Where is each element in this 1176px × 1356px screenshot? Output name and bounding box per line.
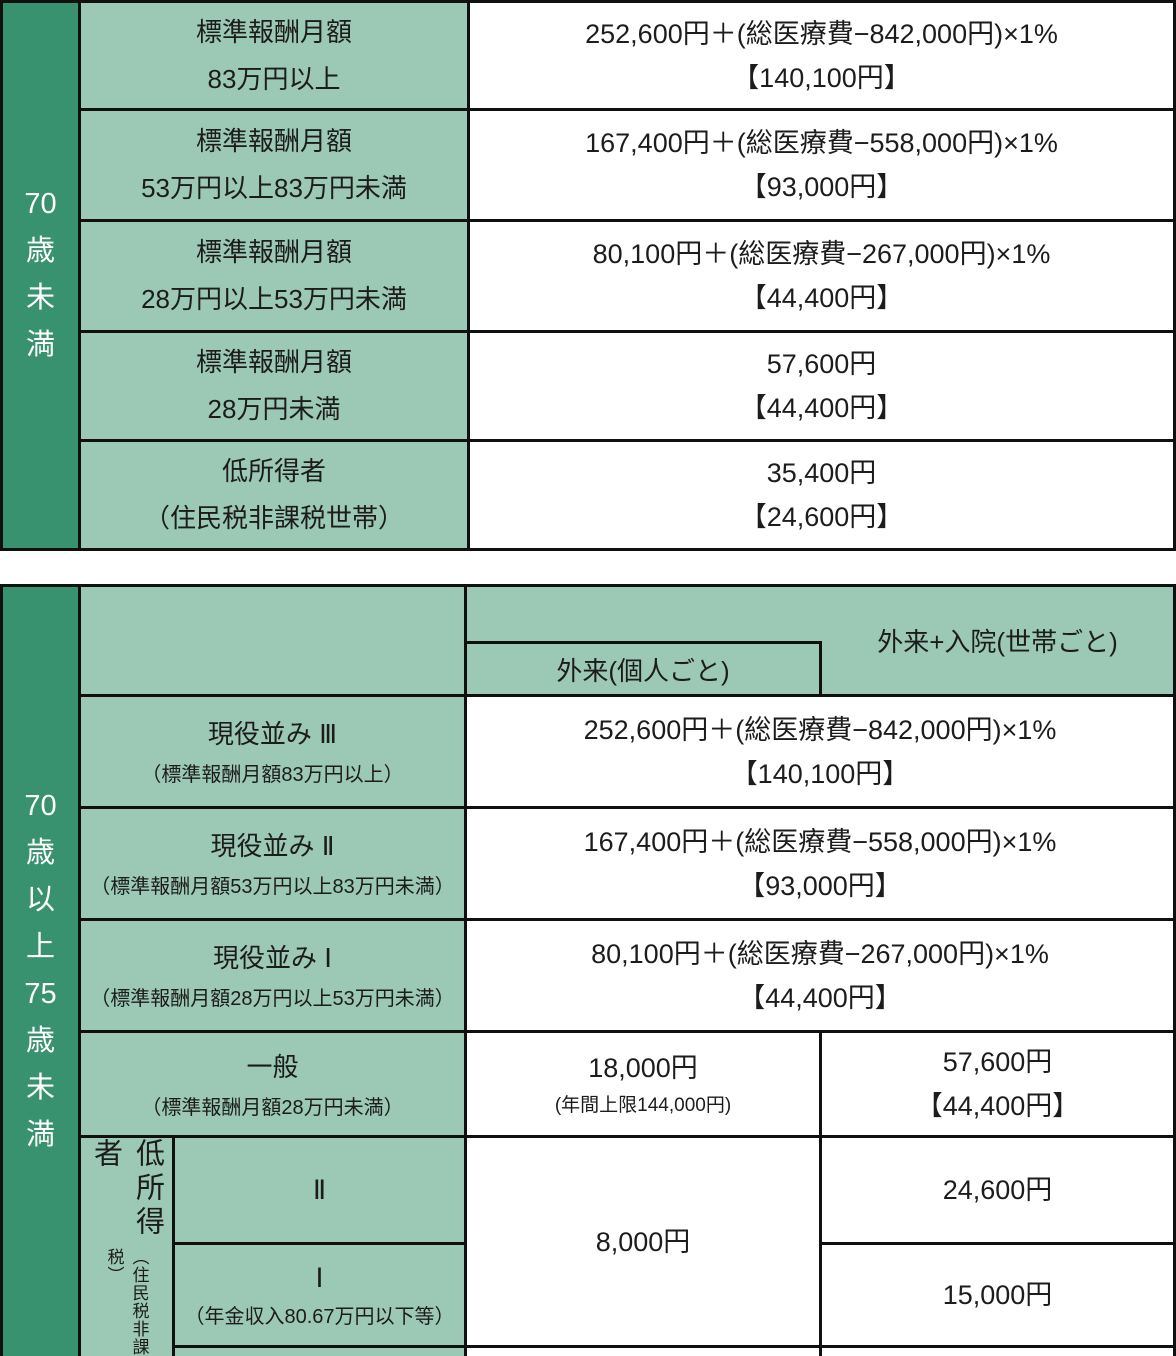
t1-category-cell: 標準報酬月額 83万円以上 (81, 3, 467, 108)
t2-category-cell-general: 一般 （標準報酬月額28万円未満） (81, 1033, 464, 1135)
age-char: 未 (25, 282, 55, 314)
age-char: 以 (25, 884, 55, 917)
t1-category-cell: 低所得者 （住民税非課税世帯） (81, 442, 467, 548)
value-formula: 252,600円＋(総医療費−842,000円)×1% (585, 18, 1058, 49)
age-char: 未 (25, 1071, 55, 1104)
value-cap: 【44,400円】 (739, 283, 904, 313)
t1-category-cell: 標準報酬月額 28万円未満 (81, 333, 467, 439)
category-line2: 28万円未満 (207, 394, 341, 424)
t1-value-cell: 252,600円＋(総医療費−842,000円)×1% 【140,100円】 (470, 3, 1173, 108)
category-line2: （標準報酬月額83万円以上） (141, 764, 404, 786)
t1-category-cell: 標準報酬月額 53万円以上83万円未満 (81, 111, 467, 219)
t2-low-income-ii-cell: Ⅱ (175, 1138, 464, 1242)
t2-header-category-spacer (81, 587, 464, 694)
t2-value-cell: 252,600円＋(総医療費−842,000円)×1% 【140,100円】 (467, 697, 1173, 806)
table2-age-label: 70 歳 以 上 75 歳 未 満 (3, 587, 78, 1356)
t1-category-cell: 標準報酬月額 28万円以上53万円未満 (81, 222, 467, 330)
category-line1: 標準報酬月額 (195, 16, 352, 47)
value-cap: 【44,400円】 (915, 1091, 1080, 1121)
value-amount: 57,600円 (942, 1047, 1053, 1077)
category-line1: 現役並み Ⅱ (210, 831, 335, 861)
value-formula: 80,100円＋(総医療費−267,000円)×1% (592, 239, 1051, 269)
table-70-to-74: 70 歳 以 上 75 歳 未 満 外来+入院(世帯ごと) 外来(個人ごと) 現… (0, 584, 1176, 1356)
low-income-ii-label: Ⅱ (312, 1175, 327, 1205)
table1-age-label: 70 歳 未 満 (3, 3, 78, 548)
t2-cropped-row-household (822, 1348, 1173, 1356)
t1-value-cell: 167,400円＋(総医療費−558,000円)×1% 【93,000円】 (470, 111, 1173, 219)
value-formula: 252,600円＋(総医療費−842,000円)×1% (583, 714, 1057, 745)
value-cap: 【140,100円】 (730, 758, 910, 789)
age-char: 歳 (25, 1024, 55, 1057)
category-line2: 83万円以上 (207, 63, 341, 94)
t1-value-cell: 80,100円＋(総医療費−267,000円)×1% 【44,400円】 (470, 222, 1173, 330)
value-cap: 【140,100円】 (732, 62, 911, 93)
t2-low-income-ii-household-cell: 24,600円 (822, 1138, 1173, 1242)
category-line2: （住民税非課税世帯） (143, 503, 404, 533)
category-line2: （標準報酬月額53万円以上83万円未満） (90, 876, 455, 898)
low-income-i-label: Ⅰ (315, 1263, 324, 1293)
household-column-header: 外来+入院(世帯ごと) (877, 627, 1118, 657)
age-char: 70 (24, 790, 57, 823)
t2-category-cell: 現役並み Ⅲ （標準報酬月額83万円以上） (81, 697, 464, 806)
value-formula: 167,400円＋(総医療費−558,000円)×1% (585, 128, 1058, 158)
value-annual-cap: (年間上限144,000円) (554, 1095, 732, 1116)
t2-header-values: 外来+入院(世帯ごと) 外来(個人ごと) (467, 587, 1173, 694)
value-cap: 【93,000円】 (738, 870, 902, 901)
low-income-i-sub: （年金収入80.67万円以下等） (184, 1306, 455, 1328)
value-amount: 18,000円 (588, 1053, 698, 1083)
value-formula: 80,100円＋(総医療費−267,000円)×1% (591, 938, 1049, 969)
t2-cropped-row-category (175, 1348, 464, 1356)
category-line1: 標準報酬月額 (195, 126, 352, 156)
category-line1: 低所得者 (221, 456, 326, 486)
value-amount: 24,600円 (942, 1175, 1053, 1205)
value-formula: 167,400円＋(総医療費−558,000円)×1% (583, 826, 1057, 857)
age-char: 歳 (25, 235, 55, 268)
t1-value-cell: 57,600円 【44,400円】 (470, 333, 1173, 439)
category-line1: 標準報酬月額 (195, 237, 352, 267)
t2-category-cell: 現役並み Ⅱ （標準報酬月額53万円以上83万円未満） (81, 809, 464, 918)
category-line2: （標準報酬月額28万円未満） (141, 1096, 404, 1119)
category-line1: 標準報酬月額 (195, 347, 352, 377)
t1-value-cell: 35,400円 【24,600円】 (470, 442, 1173, 548)
value-amount: 8,000円 (595, 1226, 691, 1257)
t2-low-income-i-household-cell: 15,000円 (822, 1245, 1173, 1345)
low-income-note: （住民税非課税） (104, 1248, 149, 1356)
category-line1: 現役並み Ⅰ (213, 943, 332, 973)
category-line1: 現役並み Ⅲ (207, 719, 338, 749)
low-income-label: 低所得者 (89, 1138, 164, 1240)
table-under-70: 70 歳 未 満 標準報酬月額 83万円以上 252,600円＋(総医療費−84… (0, 0, 1176, 551)
t2-value-cell: 167,400円＋(総医療費−558,000円)×1% 【93,000円】 (467, 809, 1173, 918)
age-char: 満 (25, 1118, 55, 1151)
value-cap: 【44,400円】 (738, 982, 902, 1013)
age-char: 歳 (25, 837, 55, 870)
value-cap: 【44,400円】 (739, 393, 904, 423)
t2-low-income-outpatient-cell: 8,000円 (467, 1138, 819, 1345)
age-char: 75 (24, 978, 57, 1010)
value-cap: 【24,600円】 (739, 502, 904, 532)
t2-general-outpatient-cell: 18,000円 (年間上限144,000円) (467, 1033, 819, 1135)
value-cap: 【93,000円】 (739, 172, 904, 202)
value-amount: 35,400円 (766, 458, 877, 488)
t2-cropped-row-outpatient (467, 1348, 819, 1356)
category-line2: 28万円以上53万円未満 (141, 284, 407, 314)
t2-value-cell: 80,100円＋(総医療費−267,000円)×1% 【44,400円】 (467, 921, 1173, 1030)
category-line2: 53万円以上83万円未満 (141, 173, 407, 203)
value-amount: 15,000円 (942, 1280, 1053, 1310)
t2-low-income-i-cell: Ⅰ （年金収入80.67万円以下等） (175, 1245, 464, 1345)
t2-category-cell: 現役並み Ⅰ （標準報酬月額28万円以上53万円未満） (81, 921, 464, 1030)
category-line1: 一般 (246, 1051, 299, 1082)
value-amount: 57,600円 (766, 349, 877, 379)
category-line2: （標準報酬月額28万円以上53万円未満） (90, 988, 455, 1010)
age-char: 上 (25, 931, 55, 964)
age-char: 満 (25, 328, 55, 361)
t2-low-income-label-cell: 低所得者 （住民税非課税） (81, 1138, 172, 1356)
t2-general-household-cell: 57,600円 【44,400円】 (822, 1033, 1173, 1135)
outpatient-column-header: 外来(個人ごと) (467, 641, 822, 694)
age-char: 70 (24, 188, 57, 221)
